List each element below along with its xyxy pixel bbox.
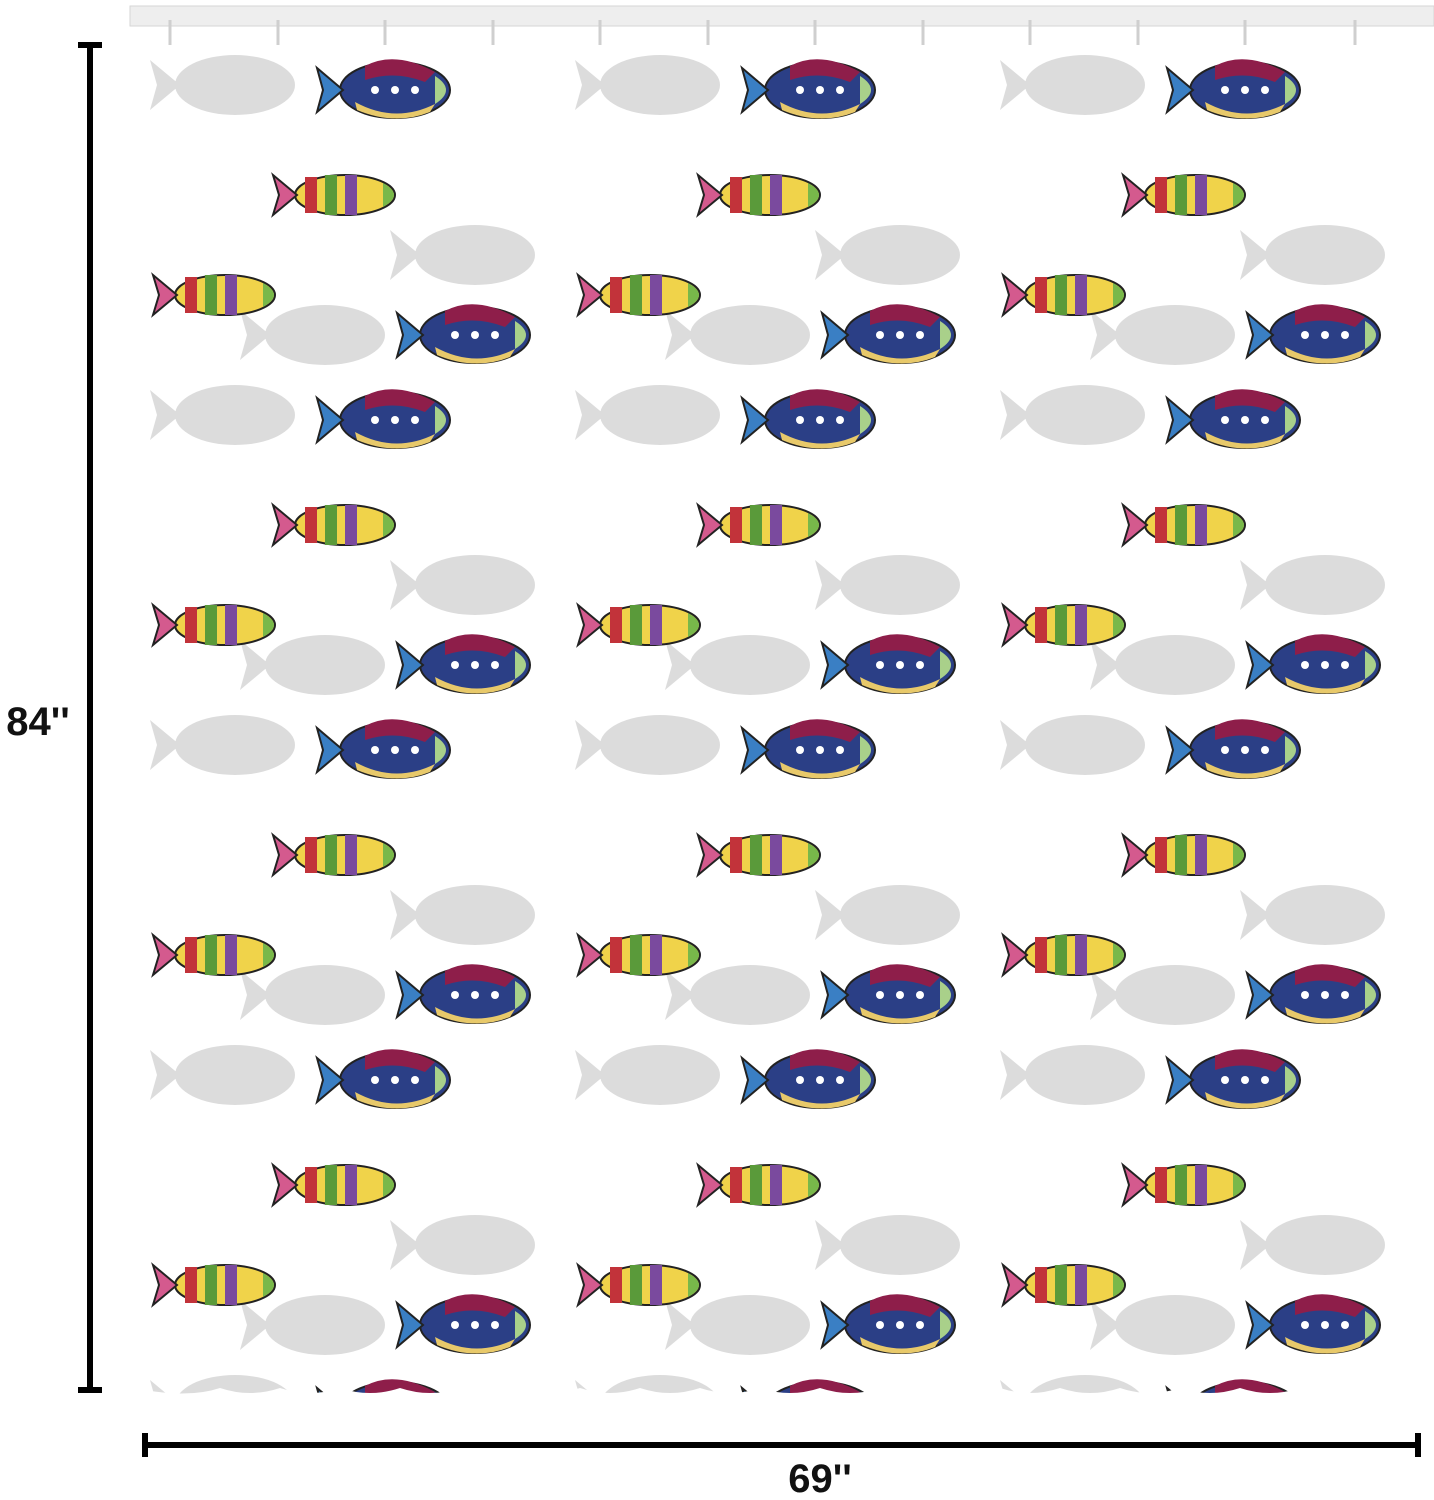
- height-label: 84'': [6, 700, 70, 744]
- height-dimension-line: [78, 42, 102, 1393]
- curtain-rod: [129, 5, 1434, 27]
- width-label: 69'': [788, 1457, 852, 1500]
- shower-curtain: [145, 45, 1420, 1394]
- width-dimension-line: [142, 1433, 1421, 1457]
